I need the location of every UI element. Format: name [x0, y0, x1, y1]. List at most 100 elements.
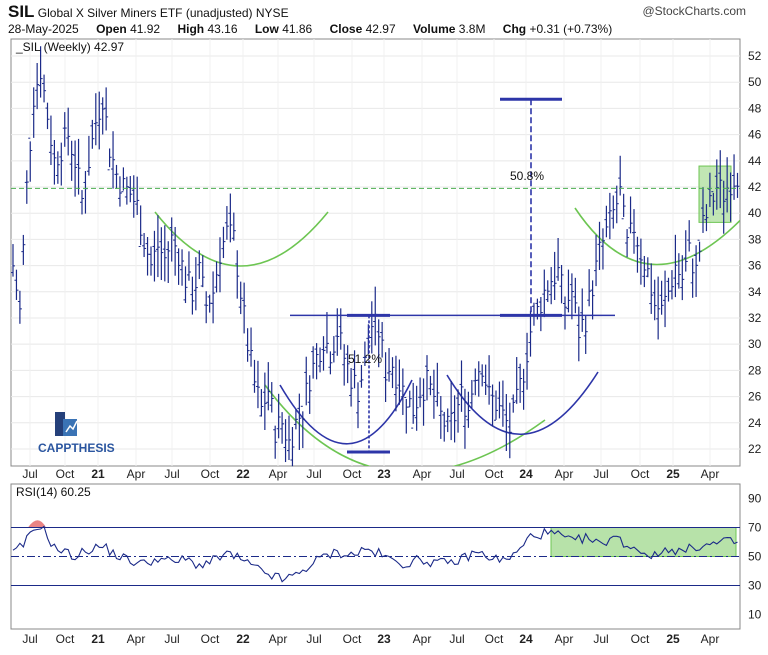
- price-bar: [393, 355, 398, 412]
- time-axis-label: Jul: [593, 467, 608, 481]
- price-bar: [683, 230, 688, 272]
- price-bar: [666, 277, 671, 302]
- time-axis-label: Jul: [164, 467, 179, 481]
- price-bar: [663, 270, 668, 328]
- price-tick-label: 44: [748, 154, 762, 168]
- price-bar: [186, 251, 191, 281]
- price-bar: [628, 196, 633, 234]
- price-bar: [228, 193, 233, 243]
- price-bar: [287, 415, 291, 461]
- price-bar: [169, 217, 174, 262]
- price-bar: [459, 360, 464, 412]
- time-axis-label: 24: [519, 467, 533, 481]
- rsi-time-axis-label: 22: [236, 632, 250, 646]
- price-bar: [438, 395, 443, 439]
- time-axis-label: Oct: [56, 467, 75, 481]
- time-axis-label: 23: [377, 467, 391, 481]
- price-bar: [321, 336, 326, 371]
- price-bar: [642, 255, 647, 288]
- price-bar: [559, 264, 564, 304]
- price-bar: [635, 236, 640, 273]
- price-bar: [104, 87, 109, 131]
- rsi-time-axis-label: Jul: [306, 632, 321, 646]
- price-bar: [411, 382, 416, 429]
- chg-value: +0.31 (+0.73%): [529, 22, 613, 36]
- price-bar: [707, 172, 712, 208]
- close-label: Close: [329, 22, 363, 36]
- rsi-time-axis-label: 24: [519, 632, 533, 646]
- time-axis-label: Apr: [701, 467, 720, 481]
- price-bar: [404, 396, 409, 434]
- price-bar: [507, 402, 512, 459]
- price-bar: [645, 257, 650, 278]
- price-bar: [242, 282, 247, 334]
- price-bar: [304, 356, 309, 406]
- price-bar: [735, 172, 740, 198]
- time-axis-label: Oct: [631, 467, 650, 481]
- price-bar: [552, 251, 557, 301]
- price-legend: _SIL (Weekly) 42.97: [15, 40, 124, 54]
- price-bar: [521, 368, 526, 410]
- price-bar: [35, 62, 40, 110]
- time-axis-label: Apr: [413, 467, 432, 481]
- price-bar: [376, 319, 381, 368]
- price-bar: [704, 204, 709, 232]
- price-bar: [549, 267, 554, 305]
- rsi-time-axis-label: Apr: [127, 632, 146, 646]
- time-axis-label: 25: [666, 467, 680, 481]
- price-bar: [583, 315, 588, 354]
- price-tick-label: 38: [748, 232, 762, 246]
- price-bar: [563, 296, 567, 330]
- price-bar: [90, 119, 95, 149]
- price-bar: [456, 389, 461, 433]
- cappthesis-logo: CAPPTHESIS: [38, 412, 115, 455]
- price-bar: [255, 360, 260, 409]
- price-bar: [121, 167, 126, 193]
- price-tick-label: 40: [748, 206, 762, 220]
- price-bar: [566, 269, 571, 313]
- rsi-tick-label: 50: [748, 550, 762, 564]
- price-bar: [162, 225, 167, 282]
- rsi-time-axis-label: Oct: [343, 632, 362, 646]
- price-bar: [345, 345, 350, 384]
- price-tick-label: 48: [748, 101, 762, 115]
- price-bar: [100, 97, 105, 135]
- price-bar: [518, 363, 523, 403]
- price-bar: [342, 344, 347, 386]
- price-bar: [11, 244, 15, 277]
- price-bar: [38, 46, 43, 98]
- price-bar: [197, 250, 202, 280]
- price-bar: [293, 408, 298, 430]
- rsi-line: [12, 525, 738, 583]
- price-bar: [425, 355, 429, 401]
- price-bar: [276, 393, 281, 439]
- price-tick-label: 26: [748, 390, 762, 404]
- price-bar: [338, 308, 343, 350]
- price-tick-label: 24: [748, 416, 762, 430]
- price-tick-label: 52: [748, 49, 762, 63]
- price-bar: [483, 364, 488, 395]
- price-bar: [324, 312, 329, 354]
- time-axis-label: Oct: [485, 467, 504, 481]
- price-bar: [31, 87, 36, 138]
- price-bar: [718, 150, 723, 209]
- price-bar: [55, 151, 60, 184]
- rsi-time-axis-label: Apr: [413, 632, 432, 646]
- price-tick-label: 28: [748, 363, 762, 377]
- price-bar: [93, 93, 98, 146]
- rsi-time-axis-label: Apr: [269, 632, 288, 646]
- price-bar: [721, 180, 726, 234]
- price-bar: [173, 226, 178, 276]
- price-bar: [145, 236, 150, 276]
- price-bar: [86, 135, 91, 176]
- price-bar: [155, 215, 160, 278]
- price-bar: [528, 310, 533, 357]
- left-measure-label: 51.2%: [348, 352, 382, 366]
- price-bar: [280, 412, 285, 444]
- price-bar: [14, 269, 19, 300]
- price-bar: [235, 250, 240, 299]
- price-bar: [366, 324, 371, 355]
- price-bar: [80, 190, 84, 215]
- low-label: Low: [254, 22, 279, 36]
- price-bar: [711, 191, 716, 216]
